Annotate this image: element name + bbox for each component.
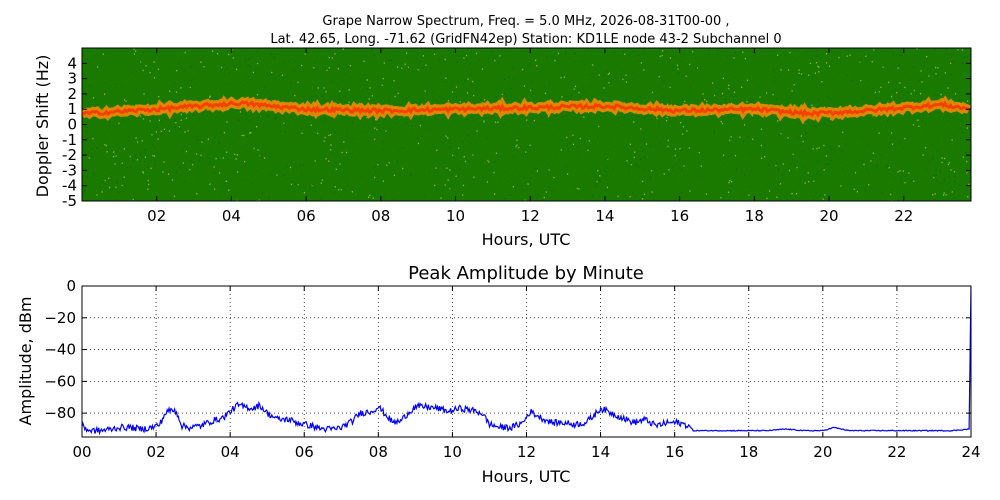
amplitude-y-tick-label: −20	[44, 309, 76, 327]
amplitude-x-tick-label: 20	[813, 443, 832, 461]
amplitude-series-line	[82, 286, 971, 436]
spectrogram-title-line1: Grape Narrow Spectrum, Freq. = 5.0 MHz, …	[322, 14, 729, 29]
spectrogram-x-tick-label: 06	[297, 207, 316, 225]
amplitude-y-ticks: 0 −20 −40 −60 −80	[44, 277, 971, 422]
amplitude-grid	[82, 286, 971, 437]
spectrogram-x-tick-label: 04	[222, 207, 241, 225]
spectrogram-x-axis-label: Hours, UTC	[482, 230, 571, 249]
spectrogram-y-tick-label: -1	[62, 131, 77, 149]
spectrogram-x-tick-label: 22	[894, 207, 913, 225]
spectrogram-x-tick-label: 14	[595, 207, 614, 225]
spectrogram-plot-area	[82, 48, 971, 201]
spectrogram-y-tick-label: 4	[67, 54, 77, 72]
amplitude-x-tick-label: 02	[147, 443, 166, 461]
amplitude-y-tick-label: −60	[44, 372, 76, 390]
spectrogram-title-line2: Lat. 42.65, Long. -71.62 (GridFN42ep) St…	[270, 32, 781, 47]
spectrogram-y-tick-label: 2	[67, 85, 77, 103]
spectrogram-x-ticks: 02 04 06 08 10 12 14 16 18 20 22	[147, 48, 913, 225]
spectrogram-y-axis-label: Doppler Shift (Hz)	[33, 55, 52, 198]
amplitude-x-tick-label: 18	[739, 443, 758, 461]
amplitude-x-tick-label: 22	[887, 443, 906, 461]
spectrogram-y-tick-label: 0	[67, 116, 77, 134]
spectrogram-x-tick-label: 08	[371, 207, 390, 225]
spectrogram-y-tick-label: -3	[62, 161, 77, 179]
amplitude-x-tick-label: 24	[961, 443, 980, 461]
spectrogram-x-tick-label: 12	[521, 207, 540, 225]
amplitude-y-tick-label: −40	[44, 341, 76, 359]
spectrogram-x-tick-label: 20	[820, 207, 839, 225]
amplitude-x-tick-label: 04	[221, 443, 240, 461]
spectrogram-x-tick-label: 18	[745, 207, 764, 225]
amplitude-x-tick-label: 06	[295, 443, 314, 461]
spectrogram-x-tick-label: 16	[670, 207, 689, 225]
amplitude-x-axis-label: Hours, UTC	[482, 467, 571, 486]
spectrogram-carrier	[82, 95, 971, 125]
amplitude-x-tick-label: 16	[665, 443, 684, 461]
spectrogram-y-tick-label: 1	[67, 100, 77, 118]
amplitude-x-ticks: 00 02 04 06 08 10 12 14 16 18 20 22 24	[72, 286, 981, 461]
amplitude-x-tick-label: 08	[369, 443, 388, 461]
spectrogram-y-tick-label: 3	[67, 70, 77, 88]
amplitude-y-axis-label: Amplitude, dBm	[16, 297, 35, 426]
amplitude-x-tick-label: 14	[591, 443, 610, 461]
carrier-line	[82, 100, 970, 119]
amplitude-x-tick-label: 12	[517, 443, 536, 461]
amplitude-y-tick-label: −80	[44, 404, 76, 422]
amplitude-x-tick-label: 00	[72, 443, 91, 461]
spectrogram-background	[82, 48, 971, 201]
spectrogram-y-tick-label: -2	[62, 146, 77, 164]
spectrogram-noise	[82, 48, 971, 201]
amplitude-x-tick-label: 10	[443, 443, 462, 461]
amplitude-title: Peak Amplitude by Minute	[408, 263, 644, 284]
spectrogram-x-tick-label: 02	[147, 207, 166, 225]
amplitude-plot-area	[82, 286, 971, 436]
amplitude-y-tick-label: 0	[66, 277, 76, 295]
spectrogram-y-tick-label: -5	[62, 192, 77, 210]
spectrogram-y-tick-label: -4	[62, 177, 77, 195]
spectrogram-x-tick-label: 10	[446, 207, 465, 225]
